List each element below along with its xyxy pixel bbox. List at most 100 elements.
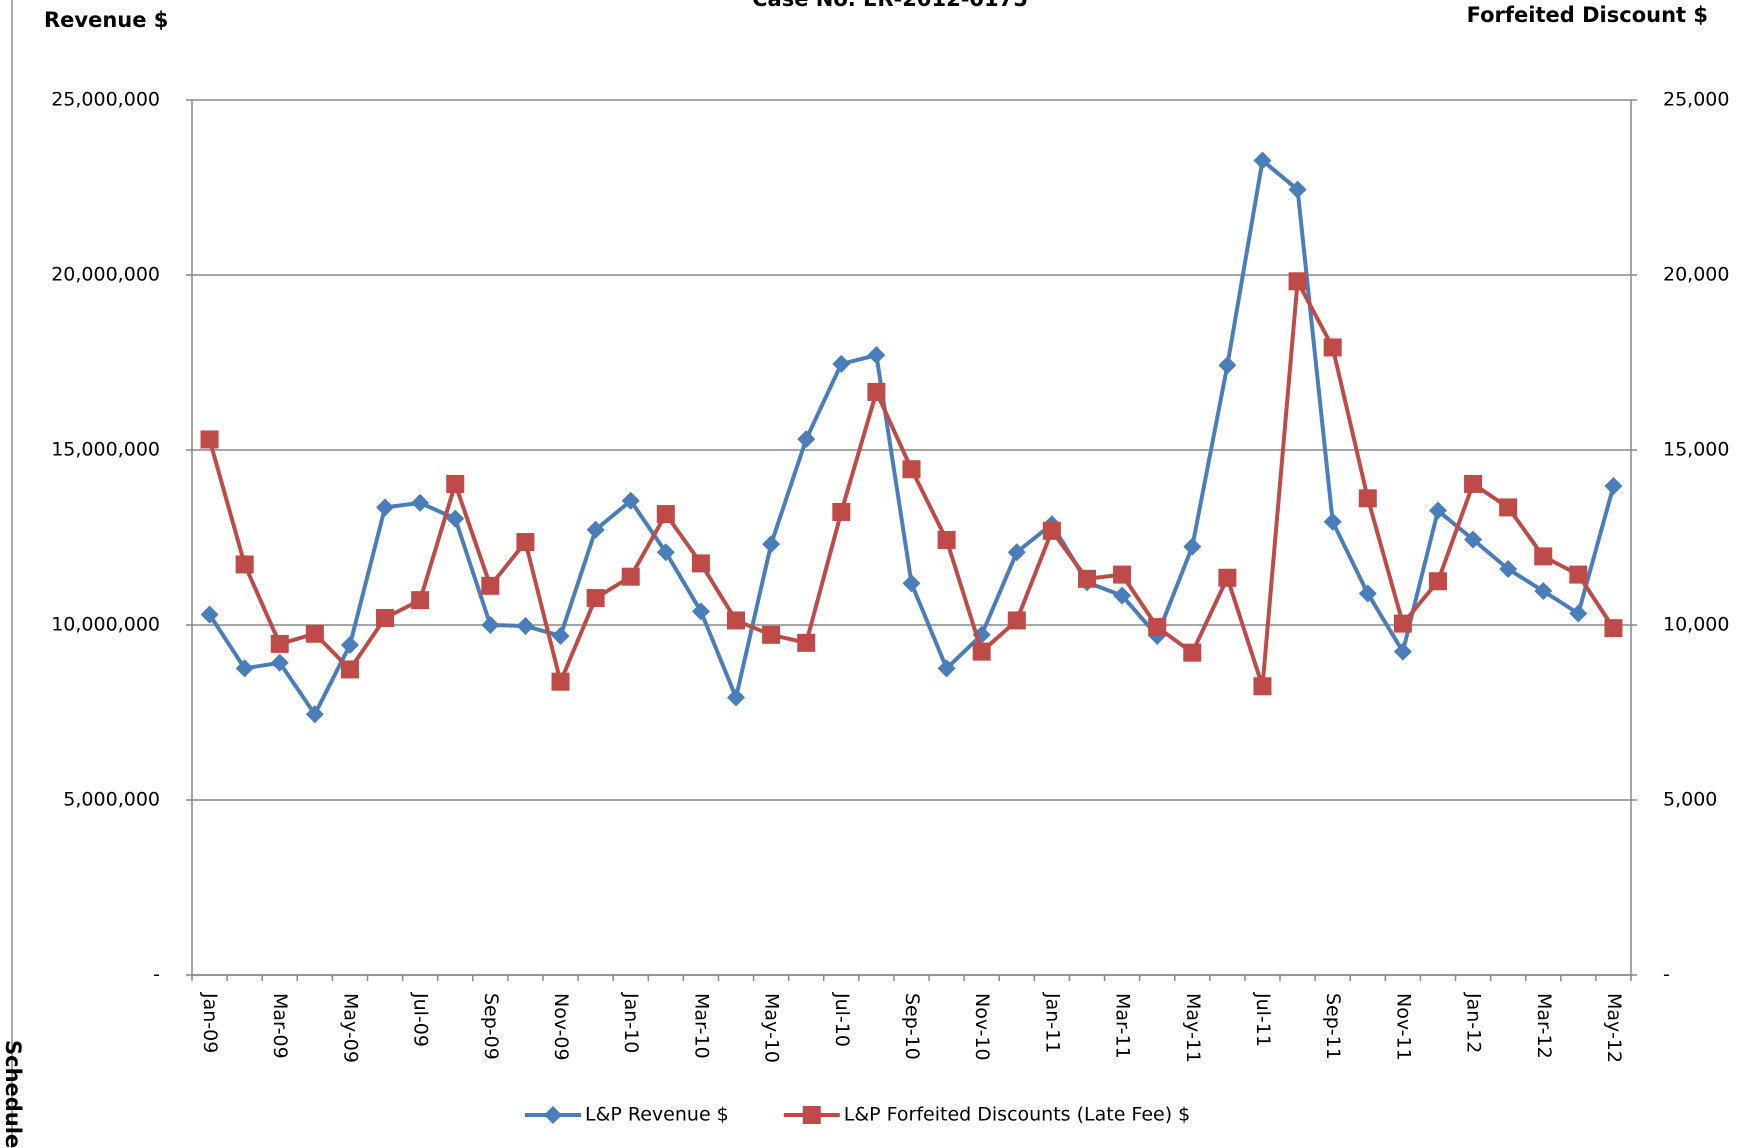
x-tick-label: Jan-12 (1463, 992, 1485, 1053)
y2-tick-label: 5,000 (1663, 789, 1717, 811)
x-tick-label: Jan-10 (620, 992, 642, 1053)
point (1393, 614, 1412, 633)
point (1358, 489, 1377, 508)
y2-tick-label: 15,000 (1663, 439, 1729, 461)
point (1604, 477, 1623, 496)
point (1323, 338, 1342, 357)
point (762, 535, 781, 554)
x-tick-label: Jul-09 (410, 992, 432, 1047)
point (867, 382, 886, 401)
point (937, 530, 956, 549)
point (1428, 572, 1447, 591)
point (1007, 611, 1026, 630)
point (200, 605, 219, 624)
point (1253, 151, 1272, 170)
point (1077, 569, 1096, 588)
x-tick-label: Mar-10 (690, 993, 712, 1059)
point (446, 509, 465, 528)
point (1218, 568, 1237, 587)
y-tick-label: 10,000,000 (51, 614, 160, 636)
x-tick-label: Mar-11 (1112, 993, 1134, 1059)
y-tick-label: 25,000,000 (51, 89, 160, 111)
point (727, 611, 746, 630)
point (902, 460, 921, 479)
point (305, 705, 324, 724)
point (235, 555, 254, 574)
x-tick-label: May-10 (761, 993, 783, 1063)
point (1183, 537, 1202, 556)
point (516, 617, 535, 636)
point (691, 602, 710, 621)
point (656, 543, 675, 562)
point (1393, 642, 1412, 661)
point (551, 626, 570, 645)
point (902, 574, 921, 593)
point (1183, 643, 1202, 662)
point (340, 635, 359, 654)
y-tick-label: - (153, 964, 160, 986)
point (1604, 619, 1623, 638)
point (446, 474, 465, 493)
point (1148, 618, 1167, 637)
x-tick-label: Jul-11 (1252, 992, 1274, 1047)
point (481, 616, 500, 634)
x-tick-label: Nov-11 (1392, 993, 1414, 1061)
point (1499, 560, 1518, 578)
point (1113, 586, 1132, 605)
x-tick-label: Jan-11 (1041, 992, 1063, 1053)
point (937, 659, 956, 678)
point (376, 609, 395, 627)
point (1358, 584, 1377, 603)
x-tick-label: Nov-10 (971, 993, 993, 1061)
point (235, 659, 254, 678)
x-tick-label: Mar-12 (1533, 993, 1555, 1059)
x-tick-label: Sep-11 (1322, 993, 1344, 1060)
point (1428, 501, 1447, 520)
point (867, 346, 886, 365)
point (1042, 521, 1061, 540)
point (305, 624, 324, 643)
point (832, 354, 851, 373)
y-tick-label: 15,000,000 (51, 439, 160, 461)
point (691, 554, 710, 573)
point (586, 520, 605, 539)
y-tick-label: 20,000,000 (51, 264, 160, 286)
point (797, 430, 816, 449)
point (1464, 474, 1483, 493)
x-tick-label: Sep-09 (480, 993, 502, 1060)
point (1534, 582, 1553, 601)
y2-tick-label: 10,000 (1663, 614, 1729, 636)
point (1113, 565, 1132, 584)
point (376, 498, 395, 517)
point (1464, 530, 1483, 549)
legend-label: L&P Forfeited Discounts (Late Fee) $ (844, 1104, 1190, 1126)
legend-marker (544, 1106, 562, 1124)
point (1569, 604, 1588, 623)
point (972, 642, 991, 661)
point (1534, 547, 1553, 566)
point (586, 589, 605, 608)
point (621, 491, 640, 510)
point (411, 591, 430, 610)
point (516, 533, 535, 552)
point (1007, 543, 1026, 562)
point (1288, 272, 1307, 291)
side-text: Schedule (1, 1040, 25, 1148)
point (270, 653, 289, 672)
point (270, 634, 289, 653)
legend-marker (802, 1106, 821, 1124)
y-tick-label: 5,000,000 (63, 789, 160, 811)
point (411, 493, 430, 512)
point (1253, 677, 1272, 696)
y2-tick-label: 20,000 (1663, 264, 1729, 286)
point (1288, 180, 1307, 199)
legend-label: L&P Revenue $ (585, 1104, 729, 1126)
point (200, 430, 219, 449)
x-tick-label: May-09 (339, 993, 361, 1063)
point (551, 672, 570, 691)
point (762, 625, 781, 644)
x-tick-label: May-11 (1182, 993, 1204, 1063)
point (832, 502, 851, 521)
